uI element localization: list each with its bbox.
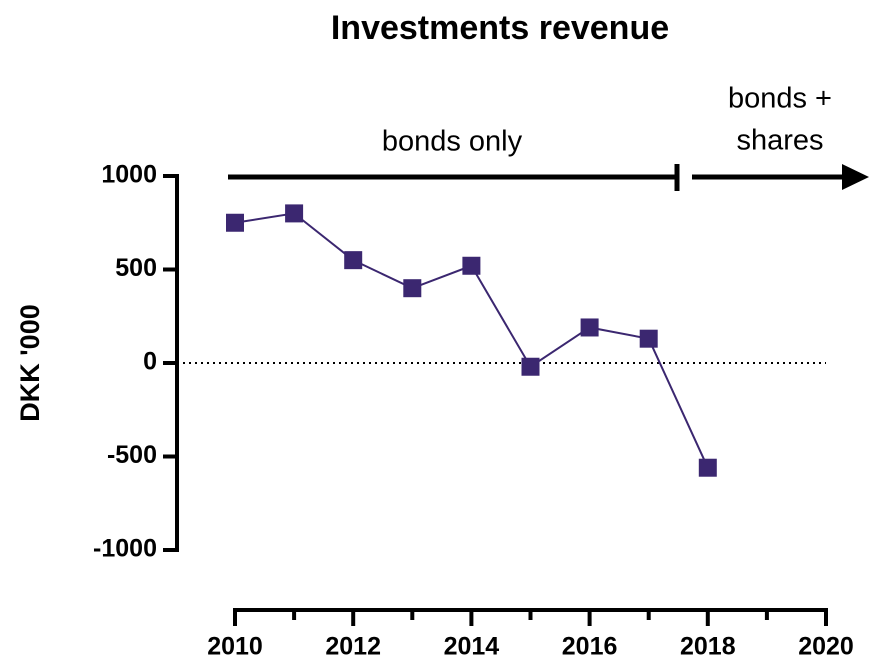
data-point — [344, 251, 363, 270]
y-tick-label: 500 — [115, 254, 157, 282]
x-tick-label: 2012 — [325, 633, 381, 661]
x-tick-label: 2014 — [444, 633, 500, 661]
data-point — [521, 357, 540, 376]
chart-title: Investments revenue — [331, 9, 669, 47]
x-tick-label: 2010 — [207, 633, 263, 661]
y-tick-label: -1000 — [93, 535, 157, 563]
data-point — [698, 458, 717, 477]
data-point — [226, 213, 244, 232]
y-tick-label: 1000 — [101, 161, 157, 189]
data-point — [639, 329, 658, 348]
data-point — [403, 279, 422, 298]
data-point — [462, 256, 481, 275]
annotation: bonds only — [382, 126, 523, 158]
data-point — [580, 318, 599, 337]
annotation: shares — [736, 125, 823, 157]
y-tick-label: 0 — [143, 348, 157, 376]
data-point — [285, 204, 304, 223]
annotation: bonds + — [728, 83, 832, 115]
y-axis-label: DKK '000 — [15, 304, 45, 421]
arrow-head — [842, 164, 869, 190]
x-tick-label: 2016 — [562, 633, 618, 661]
y-tick-label: -500 — [107, 441, 157, 469]
x-tick-label: 2020 — [798, 633, 854, 661]
data-line — [234, 212, 709, 469]
x-tick-label: 2018 — [680, 633, 736, 661]
